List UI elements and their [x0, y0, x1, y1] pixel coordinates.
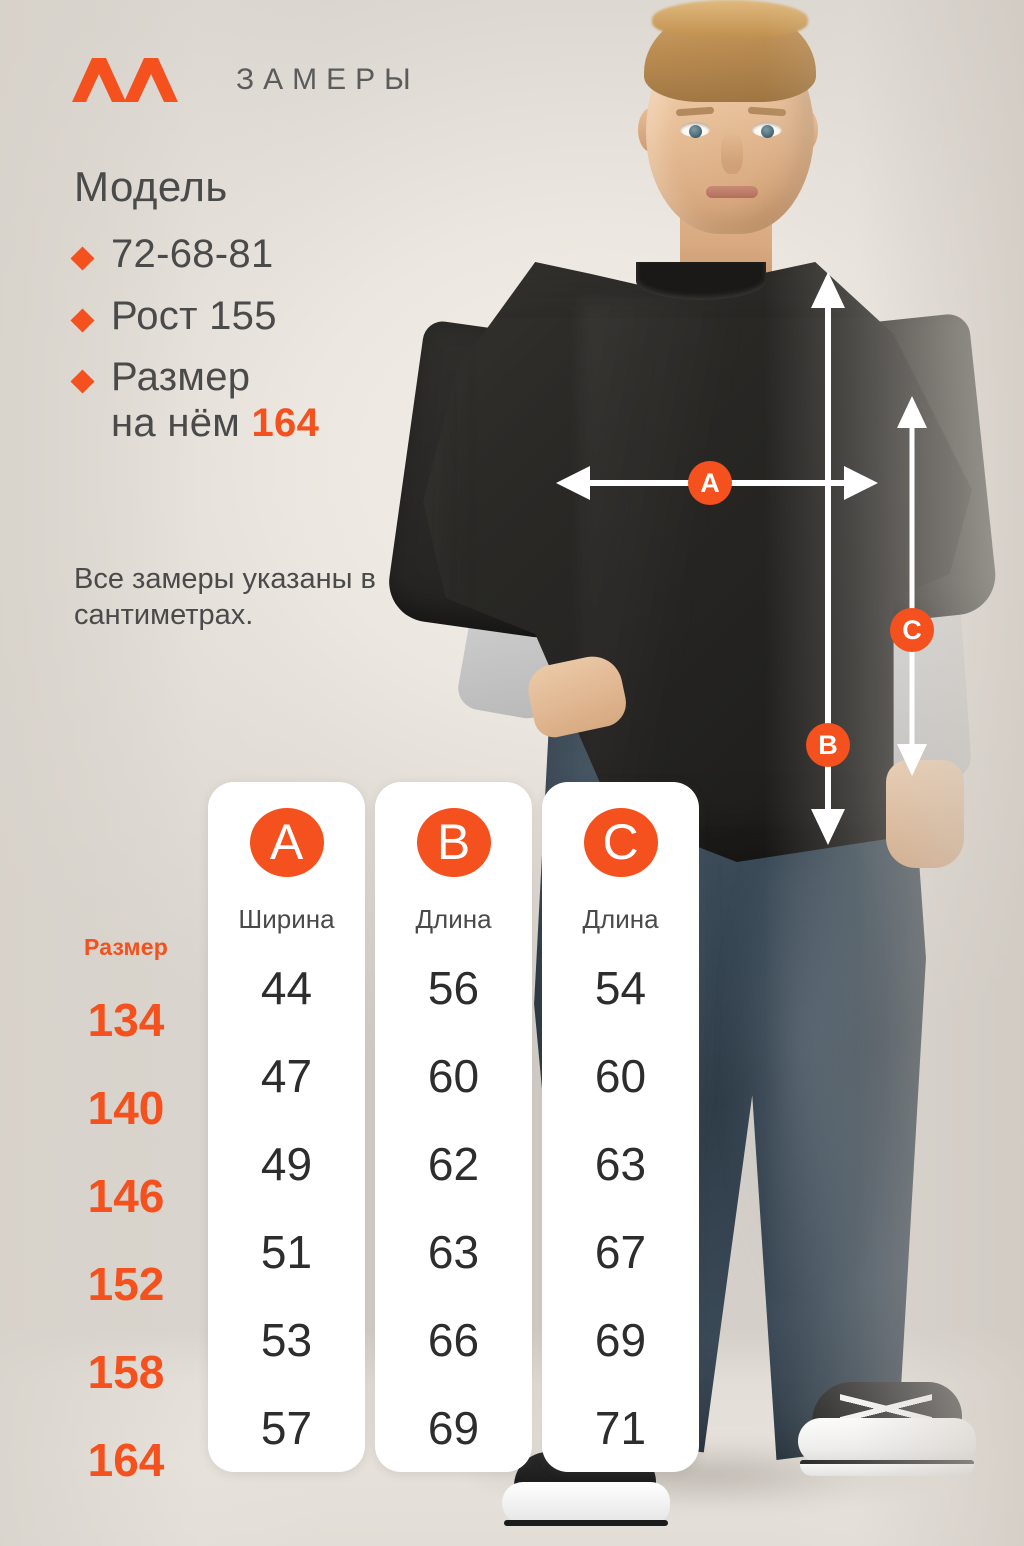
size-column: Размер 134 140 146 152 158 164 [56, 918, 196, 1504]
measurement-cards: A Ширина 44 47 49 51 53 57 B Длина 56 60… [208, 782, 699, 1472]
measure-badge-b: B [806, 723, 850, 767]
spec-text-measurements: 72-68-81 [111, 232, 274, 276]
value-cell: 49 [260, 1138, 313, 1190]
measure-badge-c: C [890, 608, 934, 652]
value-cell: 63 [594, 1138, 647, 1190]
card-badge-a: A [249, 808, 324, 877]
card-values-b: 56 60 62 63 66 69 [375, 944, 532, 1472]
spec-item-measurements: 72-68-81 [70, 232, 404, 278]
value-cell: 57 [260, 1402, 313, 1454]
size-column-header: Размер [83, 933, 169, 960]
spec-text-height: Рост 155 [111, 293, 277, 338]
measurement-card-b: B Длина 56 60 62 63 66 69 [375, 782, 532, 1472]
size-cell: 158 [87, 1346, 165, 1398]
value-cell: 53 [260, 1314, 313, 1366]
card-values-a: 44 47 49 51 53 57 [208, 944, 365, 1472]
card-caption-b: Длина [415, 903, 492, 934]
model-spec-list: 72-68-81 Рост 155 Размер на нём 164 [70, 232, 404, 462]
model-mouth [706, 186, 758, 198]
card-badge-b: B [416, 808, 491, 877]
spec-text-size: Размер на нём 164 [111, 355, 319, 446]
model-iris-left [689, 125, 702, 138]
measurement-card-c: C Длина 54 60 63 67 69 71 [542, 782, 699, 1472]
spec-item-height: Рост 155 [70, 293, 404, 340]
value-cell: 54 [594, 962, 647, 1014]
tshirt-shading [580, 300, 800, 840]
units-note: Все замеры указаны в сантиметрах. [74, 563, 376, 631]
value-cell: 63 [427, 1226, 480, 1278]
value-cell: 60 [594, 1050, 647, 1102]
diamond-bullet-icon [70, 246, 95, 271]
value-cell: 51 [260, 1226, 313, 1278]
header: ЗАМЕРЫ [72, 58, 420, 102]
backdrop-vignette-right [764, 0, 1024, 1546]
value-cell: 67 [594, 1226, 647, 1278]
size-cell: 146 [87, 1170, 165, 1222]
value-cell: 62 [427, 1138, 480, 1190]
value-cell: 60 [427, 1050, 480, 1102]
tshirt-collar [636, 262, 766, 300]
size-cell: 152 [87, 1258, 165, 1310]
card-badge-c: C [583, 808, 658, 877]
diamond-bullet-icon [70, 308, 95, 333]
brand-word: ЗАМЕРЫ [236, 63, 420, 96]
value-cell: 66 [427, 1314, 480, 1366]
size-cell: 140 [87, 1082, 165, 1134]
measurement-card-a: A Ширина 44 47 49 51 53 57 [208, 782, 365, 1472]
value-cell: 44 [260, 962, 313, 1014]
model-nose [721, 132, 743, 174]
card-caption-a: Ширина [238, 903, 335, 934]
value-cell: 71 [594, 1402, 647, 1454]
double-chevron-logo-icon [72, 58, 178, 102]
spec-size-highlight: 164 [251, 400, 320, 445]
value-cell: 56 [427, 962, 480, 1014]
value-cell: 69 [427, 1402, 480, 1454]
sneaker-left-toe [502, 1482, 670, 1524]
value-cell: 47 [260, 1050, 313, 1102]
spec-item-size: Размер на нём 164 [70, 355, 404, 446]
sneaker-left [502, 1452, 672, 1536]
value-cell: 69 [594, 1314, 647, 1366]
diamond-bullet-icon [70, 369, 95, 394]
card-values-c: 54 60 63 67 69 71 [542, 944, 699, 1472]
card-caption-c: Длина [582, 903, 659, 934]
measure-badge-a: A [688, 461, 732, 505]
model-heading: Модель [74, 163, 228, 210]
size-cell: 164 [87, 1434, 165, 1486]
size-cell: 134 [87, 994, 165, 1046]
sneaker-left-stripe [504, 1520, 668, 1526]
spec-size-line2: на нём [111, 400, 252, 445]
spec-size-line1: Размер [111, 355, 251, 400]
